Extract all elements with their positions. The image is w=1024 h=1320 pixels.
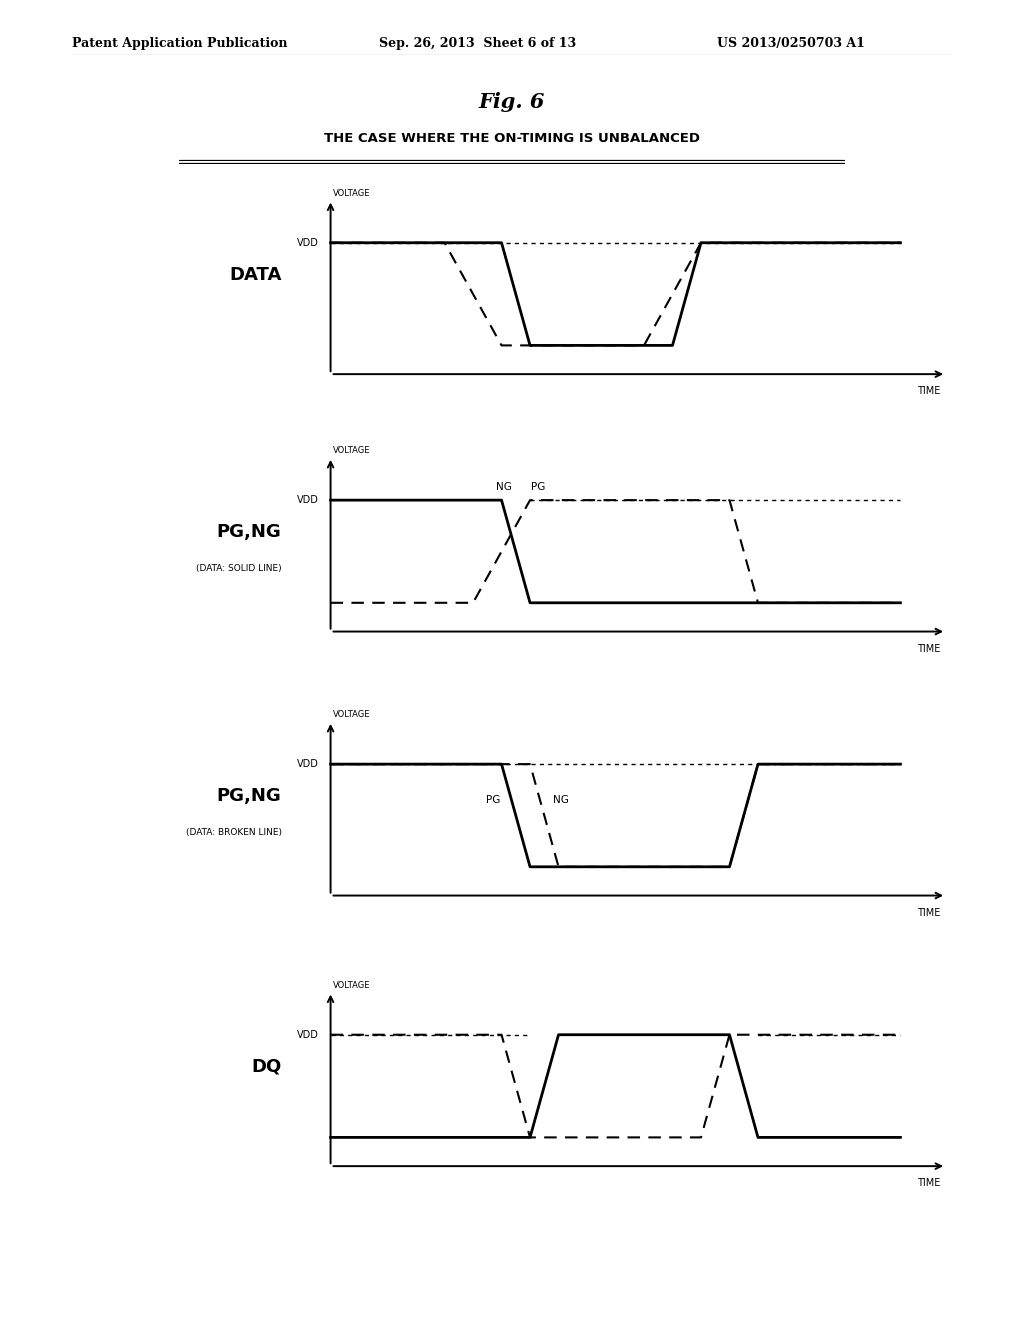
Text: VOLTAGE: VOLTAGE (334, 710, 371, 719)
Text: TIME: TIME (918, 387, 941, 396)
Text: NG: NG (553, 795, 569, 805)
Text: VDD: VDD (297, 759, 319, 770)
Text: DQ: DQ (251, 1057, 282, 1076)
Text: PG,NG: PG,NG (217, 787, 282, 805)
Text: (DATA: SOLID LINE): (DATA: SOLID LINE) (196, 565, 282, 573)
Text: VDD: VDD (297, 238, 319, 248)
Text: TIME: TIME (918, 1179, 941, 1188)
Text: Fig. 6: Fig. 6 (479, 92, 545, 112)
Text: PG,NG: PG,NG (217, 523, 282, 541)
Text: (DATA: BROKEN LINE): (DATA: BROKEN LINE) (185, 829, 282, 837)
Text: VDD: VDD (297, 1030, 319, 1040)
Text: TIME: TIME (918, 644, 941, 653)
Text: VOLTAGE: VOLTAGE (334, 189, 371, 198)
Text: Sep. 26, 2013  Sheet 6 of 13: Sep. 26, 2013 Sheet 6 of 13 (379, 37, 577, 50)
Text: Patent Application Publication: Patent Application Publication (72, 37, 287, 50)
Text: VOLTAGE: VOLTAGE (334, 446, 371, 455)
Text: DATA: DATA (229, 265, 282, 284)
Text: PG: PG (531, 482, 546, 492)
Text: TIME: TIME (918, 908, 941, 917)
Text: VOLTAGE: VOLTAGE (334, 981, 371, 990)
Text: THE CASE WHERE THE ON-TIMING IS UNBALANCED: THE CASE WHERE THE ON-TIMING IS UNBALANC… (324, 132, 700, 145)
Text: NG: NG (497, 482, 512, 492)
Text: PG: PG (485, 795, 500, 805)
Text: US 2013/0250703 A1: US 2013/0250703 A1 (717, 37, 864, 50)
Text: VDD: VDD (297, 495, 319, 506)
